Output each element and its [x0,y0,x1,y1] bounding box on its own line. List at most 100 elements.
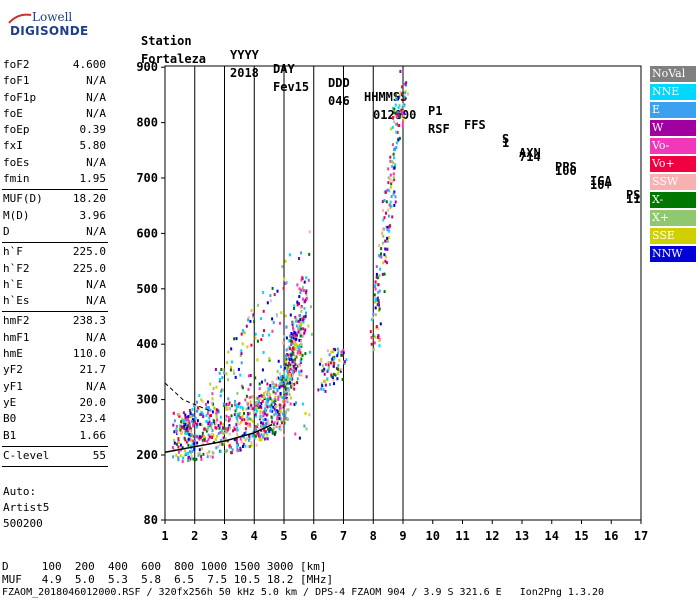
echo-point [241,406,244,410]
echo-point [263,396,265,399]
hdr-label: PS [626,188,641,202]
echo-point [288,253,291,257]
echo-point [374,283,377,287]
echo-point [187,424,189,428]
echo-point [226,361,228,365]
echo-point [299,314,302,318]
echo-point [248,423,251,427]
param-row: fxI 5.80 [2,139,108,155]
fitted-profile-line [164,423,273,453]
echo-point [201,442,204,446]
echo-point [260,428,263,432]
echo-point [374,313,377,317]
echo-point [387,176,390,180]
echo-point [173,441,176,445]
echo-point [270,403,273,407]
echo-point [262,424,265,428]
echo-point [375,272,378,276]
echo-point [387,208,390,212]
echo-point [298,257,300,260]
echo-point [389,177,392,181]
echo-point [300,327,303,331]
echo-point [280,377,283,381]
echo-point [281,375,284,378]
echo-point [262,422,265,426]
param-value: N/A [86,224,106,238]
echo-point [231,360,233,364]
echo-point [265,409,268,413]
echo-point [389,155,392,159]
echo-point [271,431,274,435]
echo-point [298,436,301,440]
echo-point [321,384,324,388]
echo-point [220,428,223,432]
echo-point [227,403,230,407]
echo-point [283,371,286,375]
echo-point [279,384,282,388]
echo-point [386,236,389,240]
echo-point [294,331,297,335]
echo-point [407,92,409,96]
echo-point [375,325,378,328]
param-value: 21.7 [79,363,107,377]
echo-point [296,333,298,337]
hdr-value: 11 [626,192,641,206]
echo-point [287,361,290,365]
echo-point [285,376,288,380]
echo-point [248,417,251,421]
echo-point [267,400,269,404]
echo-point [373,293,376,297]
echo-point [372,316,375,320]
echo-point [333,355,336,359]
echo-point [277,395,280,399]
echo-point [389,127,392,131]
echo-point [291,358,294,362]
logo-line1: Lowell [32,10,73,24]
echo-point [202,452,205,456]
param-name: hmF2 [3,314,30,328]
echo-point [390,195,393,199]
param-row: hmE 110.0 [2,347,108,363]
echo-point [188,430,191,433]
echo-point [394,103,397,107]
echo-point [266,418,269,422]
echo-point [276,417,279,420]
echo-point [377,276,379,280]
echo-point [330,374,333,378]
echo-point [395,122,398,126]
echo-point [381,200,384,204]
echo-point [266,420,269,424]
echo-point [296,345,299,349]
echo-point [391,215,394,219]
echo-point [374,280,377,284]
echo-point [209,424,212,428]
echo-point [279,415,282,419]
echo-point [381,272,384,276]
echo-point [256,425,259,429]
echo-point [229,417,231,421]
echo-point [258,434,260,438]
x-tick-label: 12 [485,529,499,543]
echo-point [178,412,181,416]
echo-point [326,369,329,373]
echo-point [200,423,203,427]
echo-point [219,394,222,398]
echo-point [387,167,390,171]
echo-point [227,419,230,423]
echo-point [173,419,176,423]
echo-point [322,387,325,391]
echo-point [379,267,381,271]
echo-point [255,406,258,410]
echo-point [334,348,337,352]
echo-point [188,433,191,437]
echo-point [275,399,278,403]
echo-point [221,442,224,446]
echo-point [253,320,256,324]
echo-point [201,434,204,438]
echo-point [326,349,329,353]
echo-point [397,95,400,99]
echo-point [380,252,382,256]
echo-point [246,415,249,419]
echo-point [175,453,178,457]
echo-point [298,370,301,374]
